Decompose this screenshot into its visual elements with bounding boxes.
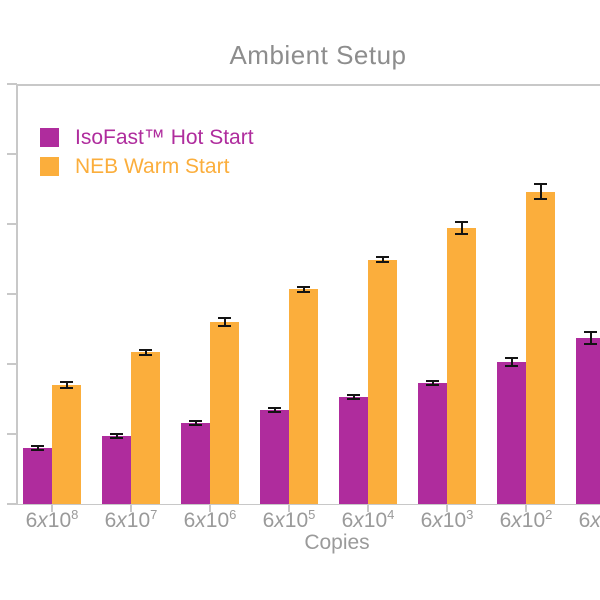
error-bar-cap-top-isofast-6x10^6: [189, 419, 202, 422]
error-bar-cap-bottom-neb-warm-start-6x10^7: [139, 353, 152, 356]
x-axis-line: [16, 503, 600, 505]
error-bar-cap-bottom-neb-warm-start-6x10^4: [376, 261, 389, 264]
bar-neb-warm-start-6x10^3: [447, 228, 476, 504]
legend-label-neb-warm-start: NEB Warm Start: [75, 154, 230, 178]
bar-isofast-6x10^7: [102, 436, 131, 504]
x-tick-label-6x10^8: 6x108: [25, 507, 79, 532]
error-bar-line-neb-warm-start-6x10^8: [65, 382, 68, 388]
error-bar-line-isofast-6x10^3: [431, 380, 434, 385]
error-bar-cap-top-isofast-6x10^8: [31, 444, 44, 447]
y-axis-tick: [7, 223, 17, 225]
y-axis-tick: [7, 153, 17, 155]
x-axis-tick: [446, 504, 448, 512]
bar-neb-warm-start-6x10^2: [526, 191, 555, 504]
error-bar-cap-bottom-neb-warm-start-6x10^2: [534, 198, 547, 201]
error-bar-cap-top-neb-warm-start-6x10^7: [139, 348, 152, 351]
legend-swatch-neb-warm-start: [40, 157, 59, 176]
x-tick-label-6x10^3: 6x103: [420, 507, 474, 532]
legend-swatch-isofast: [40, 128, 59, 147]
error-bar-cap-bottom-isofast-6x10^1: [584, 343, 597, 346]
y-axis-tick: [7, 433, 17, 435]
error-bar-cap-top-isofast-6x10^2: [505, 356, 518, 359]
x-axis-tick: [367, 504, 369, 512]
bar-isofast-6x10^4: [339, 396, 368, 504]
bar-isofast-6x10^8: [23, 448, 52, 504]
error-bar-cap-top-isofast-6x10^7: [110, 433, 123, 435]
x-tick-label-6x10^2: 6x102: [499, 507, 553, 532]
error-bar-cap-bottom-isofast-6x10^5: [268, 411, 281, 414]
error-bar-cap-top-neb-warm-start-6x10^4: [376, 256, 389, 259]
error-bar-line-isofast-6x10^8: [36, 445, 39, 451]
bar-neb-warm-start-6x10^5: [289, 289, 318, 504]
y-axis-tick: [7, 363, 17, 365]
x-axis-tick: [288, 504, 290, 512]
y-axis-tick: [7, 293, 17, 295]
error-bar-line-neb-warm-start-6x10^5: [302, 286, 305, 292]
x-axis-title: Copies: [304, 531, 370, 554]
error-bar-line-neb-warm-start-6x10^2: [539, 184, 542, 200]
legend: IsoFast™ Hot Start NEB Warm Start: [40, 125, 254, 186]
error-bar-cap-bottom-neb-warm-start-6x10^5: [297, 290, 310, 293]
error-bar-line-neb-warm-start-6x10^6: [223, 318, 226, 326]
x-tick-label-6x10^7: 6x107: [104, 507, 158, 532]
error-bar-cap-bottom-neb-warm-start-6x10^8: [60, 386, 73, 389]
error-bar-line-neb-warm-start-6x10^3: [460, 222, 463, 235]
bar-isofast-6x10^2: [497, 361, 526, 504]
bar-neb-warm-start-6x10^7: [131, 352, 160, 504]
error-bar-cap-bottom-isofast-6x10^8: [31, 449, 44, 452]
error-bar-cap-top-isofast-6x10^5: [268, 407, 281, 410]
error-bar-cap-top-isofast-6x10^3: [426, 379, 439, 382]
error-bar-line-isofast-6x10^5: [273, 408, 276, 413]
y-axis-tick: [7, 83, 17, 85]
x-tick-label-6x10^6: 6x106: [183, 507, 237, 532]
bar-isofast-6x10^6: [181, 422, 210, 504]
x-tick-label-6x10^1: 6x101: [578, 509, 600, 532]
bar-neb-warm-start-6x10^8: [52, 385, 81, 504]
legend-item-isofast: IsoFast™ Hot Start: [40, 125, 254, 149]
error-bar-cap-top-isofast-6x10^1: [584, 331, 597, 334]
error-bar-cap-top-isofast-6x10^4: [347, 393, 360, 396]
error-bar-cap-top-neb-warm-start-6x10^2: [534, 183, 547, 186]
x-tick-label-6x10^5: 6x105: [262, 507, 316, 532]
error-bar-line-isofast-6x10^2: [510, 357, 513, 367]
error-bar-cap-bottom-isofast-6x10^4: [347, 398, 360, 400]
error-bar-line-isofast-6x10^4: [352, 394, 355, 399]
plot-top-border: [16, 84, 600, 86]
bar-isofast-6x10^5: [260, 410, 289, 504]
error-bar-line-isofast-6x10^1: [589, 332, 592, 345]
x-tick-label-6x10^4: 6x104: [341, 507, 395, 532]
error-bar-cap-top-neb-warm-start-6x10^8: [60, 381, 73, 384]
bar-neb-warm-start-6x10^6: [210, 322, 239, 504]
bar-isofast-6x10^1: [576, 338, 600, 504]
x-axis-tick: [51, 504, 53, 512]
error-bar-cap-bottom-isofast-6x10^3: [426, 384, 439, 386]
error-bar-cap-bottom-isofast-6x10^2: [505, 365, 518, 368]
x-axis-tick: [209, 504, 211, 512]
error-bar-line-neb-warm-start-6x10^4: [381, 257, 384, 263]
chart-title: Ambient Setup: [229, 40, 407, 70]
error-bar-cap-top-neb-warm-start-6x10^6: [218, 317, 231, 320]
error-bar-cap-bottom-isofast-6x10^6: [189, 423, 202, 426]
legend-label-isofast: IsoFast™ Hot Start: [75, 125, 254, 149]
x-axis-tick: [525, 504, 527, 512]
error-bar-line-isofast-6x10^7: [115, 434, 118, 439]
x-axis-tick: [130, 504, 132, 512]
error-bar-cap-bottom-neb-warm-start-6x10^3: [455, 233, 468, 236]
error-bar-cap-bottom-neb-warm-start-6x10^6: [218, 324, 231, 327]
error-bar-line-neb-warm-start-6x10^7: [144, 349, 147, 355]
error-bar-cap-top-neb-warm-start-6x10^5: [297, 285, 310, 288]
error-bar-cap-bottom-isofast-6x10^7: [110, 437, 123, 440]
legend-item-neb-warm-start: NEB Warm Start: [40, 154, 254, 178]
bar-neb-warm-start-6x10^4: [368, 259, 397, 504]
y-axis-tick: [7, 503, 17, 505]
bar-isofast-6x10^3: [418, 382, 447, 504]
error-bar-cap-top-neb-warm-start-6x10^3: [455, 221, 468, 224]
error-bar-line-isofast-6x10^6: [194, 420, 197, 425]
